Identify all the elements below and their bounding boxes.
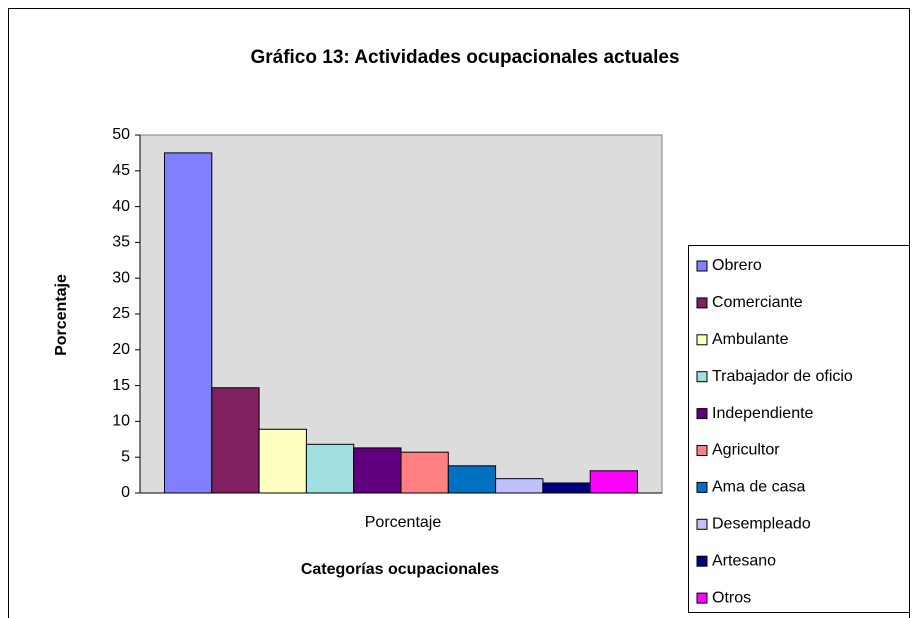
legend-swatch	[696, 518, 708, 530]
y-tick-label: 25	[112, 305, 130, 322]
legend-swatch	[696, 260, 708, 272]
legend-label: Artesano	[712, 552, 776, 569]
y-tick-label: 40	[112, 198, 130, 215]
bar	[164, 152, 213, 494]
y-tick-label: 20	[112, 341, 130, 358]
legend-label: Ama de casa	[712, 479, 805, 496]
legend-swatch	[696, 371, 708, 383]
legend-swatch	[696, 408, 708, 420]
legend-swatch	[696, 334, 708, 346]
y-tick-label: 15	[112, 377, 130, 394]
legend-label: Obrero	[712, 257, 762, 274]
chart-title: Gráfico 13: Actividades ocupacionales ac…	[250, 47, 679, 68]
legend-label: Otros	[712, 589, 751, 606]
x-axis-title: Categorías ocupacionales	[301, 561, 499, 578]
y-tick-label: 30	[112, 269, 130, 286]
y-tick-label: 0	[121, 484, 130, 501]
y-tick-label: 45	[112, 162, 130, 179]
bar	[447, 465, 497, 494]
legend-swatch	[696, 592, 708, 604]
bar	[400, 451, 449, 494]
legend-swatch	[696, 445, 708, 456]
legend-swatch	[696, 297, 708, 309]
legend-label: Trabajador de oficio	[712, 368, 853, 385]
legend	[688, 245, 910, 613]
legend-label: Comerciante	[712, 294, 803, 311]
y-axis-title: Porcentaje	[53, 274, 70, 356]
legend-label: Desempleado	[712, 516, 811, 533]
bar	[211, 387, 260, 494]
legend-label: Independiente	[712, 405, 814, 422]
bar	[305, 443, 355, 494]
legend-swatch	[696, 481, 708, 493]
legend-swatch	[696, 555, 708, 567]
x-tick-label: Porcentaje	[365, 514, 442, 531]
bar	[353, 447, 402, 494]
legend-label: Ambulante	[712, 331, 789, 348]
y-tick-label: 5	[121, 448, 130, 465]
bar	[589, 470, 639, 494]
y-tick-label: 10	[112, 413, 130, 430]
bar	[258, 428, 307, 494]
y-tick-label: 50	[112, 126, 130, 143]
y-tick-label: 35	[112, 234, 130, 251]
bar	[542, 482, 591, 494]
legend-label: Agricultor	[712, 442, 780, 459]
bar	[495, 478, 544, 494]
